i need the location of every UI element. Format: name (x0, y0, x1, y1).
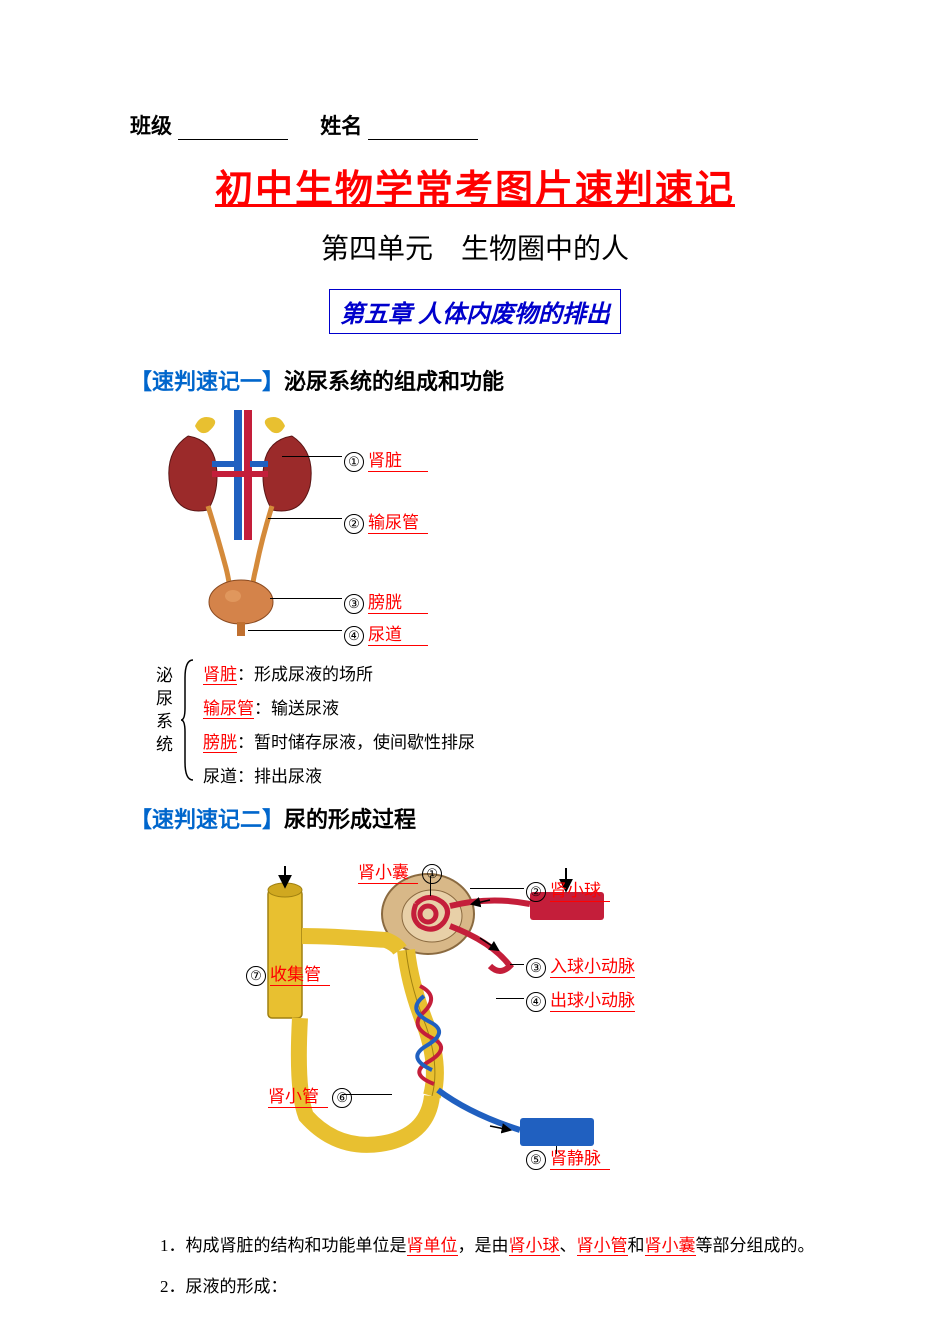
d2-label-1: 肾小囊 ① (358, 858, 446, 884)
section1-heading: 【速判速记一】泌尿系统的组成和功能 (130, 364, 820, 396)
d2-label-4: ④出球小动脉 (526, 986, 635, 1012)
d1-label-4: ④尿道 (344, 620, 428, 646)
unit-title: 第四单元 生物圈中的人 (130, 227, 820, 267)
system-summary: 泌尿系统 肾脏：形成尿液的场所 输尿管：输送尿液 膀胱：暂时储存尿液，使间歇性排… (150, 658, 820, 794)
note-1: 1．构成肾脏的结构和功能单位是肾单位，是由肾小球、肾小管和肾小囊等部分组成的。 (160, 1226, 820, 1267)
d2-label-3: ③入球小动脉 (526, 952, 635, 978)
system-side-label: 泌尿系统 (150, 658, 181, 794)
note-2: 2．尿液的形成： (160, 1267, 820, 1308)
urinary-system-diagram: ①肾脏 ②输尿管 ③膀胱 ④尿道 (150, 408, 710, 648)
notes: 1．构成肾脏的结构和功能单位是肾单位，是由肾小球、肾小管和肾小囊等部分组成的。 … (160, 1226, 820, 1308)
class-blank[interactable] (178, 139, 288, 140)
d2-label-6: 肾小管 ⑥ (268, 1082, 356, 1108)
main-title: 初中生物学常考图片速判速记 (130, 158, 820, 213)
nephron-diagram: 肾小囊 ① ②肾小球 ③入球小动脉 ④出球小动脉 ⑤肾静脉 肾小管 ⑥ ⑦收集管 (210, 846, 770, 1206)
d2-label-2: ②肾小球 (526, 876, 610, 902)
class-label: 班级 (130, 114, 172, 138)
d2-label-7: ⑦收集管 (246, 960, 330, 986)
name-blank[interactable] (368, 139, 478, 140)
d2-label-5: ⑤肾静脉 (526, 1144, 610, 1170)
section2-heading: 【速判速记二】尿的形成过程 (130, 802, 820, 834)
name-label: 姓名 (320, 114, 362, 138)
form-header: 班级 姓名 (130, 110, 820, 140)
d1-label-1: ①肾脏 (344, 446, 428, 472)
system-lines: 肾脏：形成尿液的场所 输尿管：输送尿液 膀胱：暂时储存尿液，使间歇性排尿 尿道：… (203, 658, 475, 794)
chapter-title: 第五章 人体内废物的排出 (130, 289, 820, 334)
d1-label-2: ②输尿管 (344, 508, 428, 534)
d1-label-3: ③膀胱 (344, 588, 428, 614)
brace-icon (181, 658, 195, 794)
